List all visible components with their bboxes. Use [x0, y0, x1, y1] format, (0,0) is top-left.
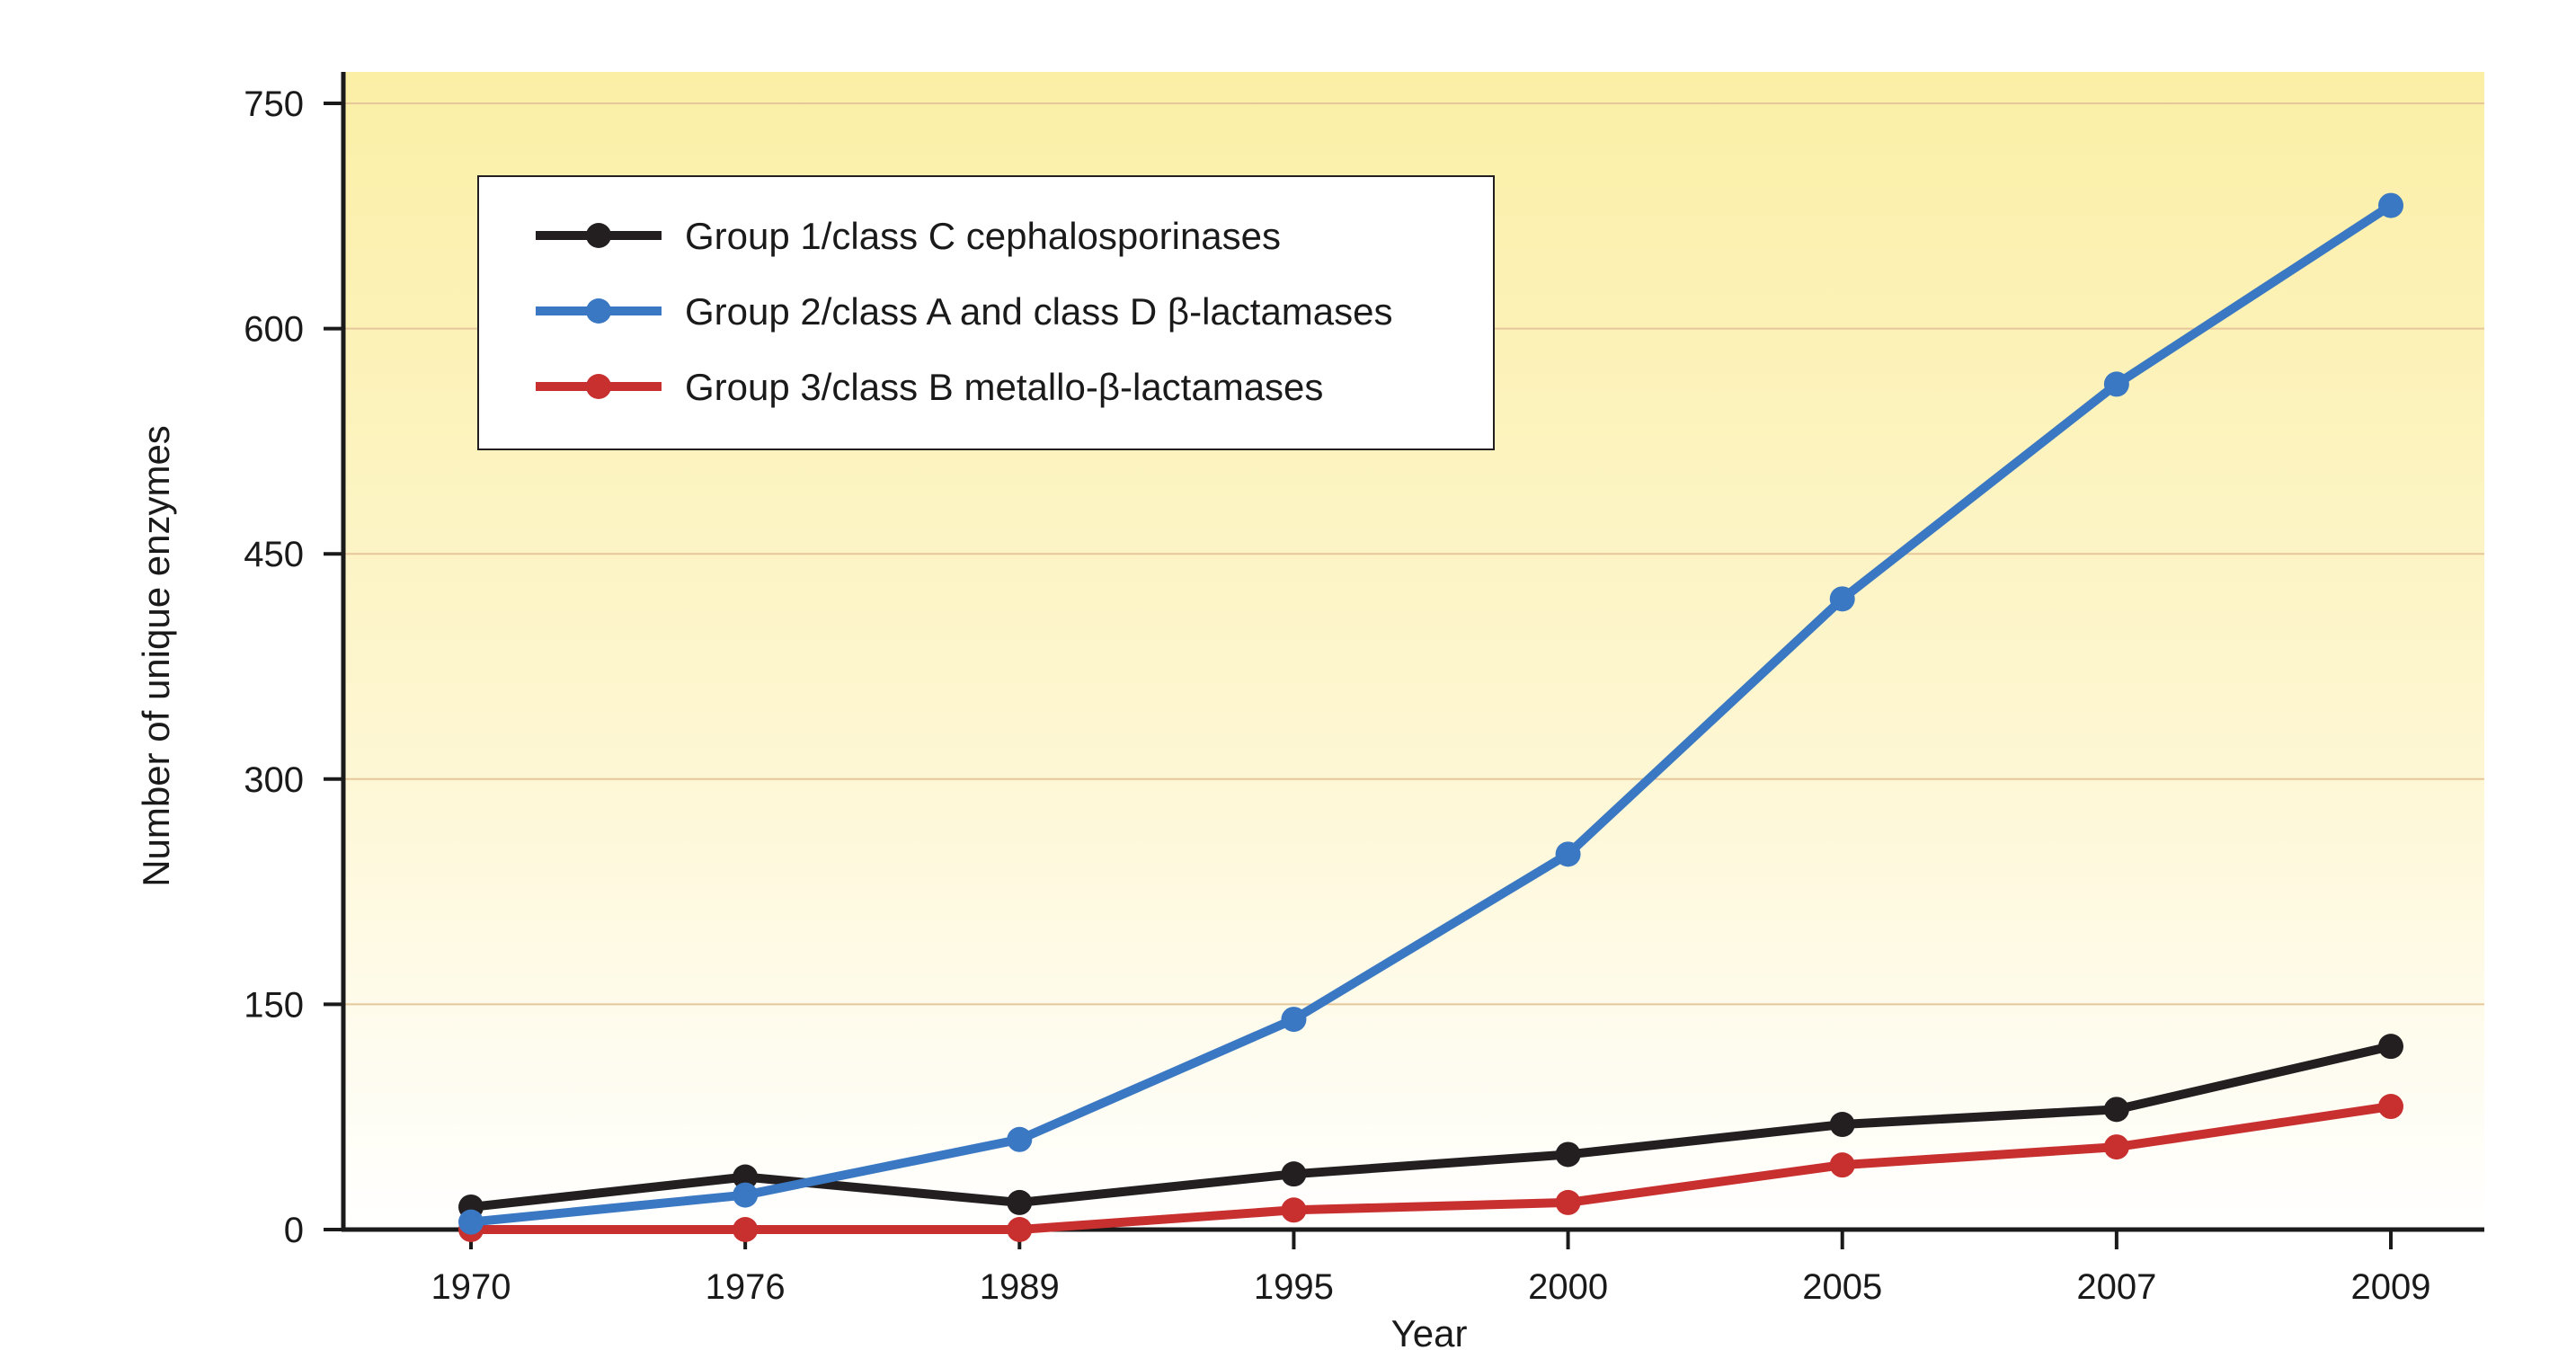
x-ticks: 1970 1976 1989 1995 2000 2005 2007 2009 — [431, 1230, 2431, 1307]
data-point — [1555, 841, 1581, 867]
data-point — [2103, 1134, 2129, 1160]
series-3 — [458, 1094, 2403, 1242]
series-line — [466, 1102, 2395, 1234]
y-tick-label: 150 — [244, 985, 304, 1025]
legend-swatch-marker — [586, 298, 611, 324]
legend-swatch-marker — [586, 223, 611, 248]
y-axis-title: Number of unique enzymes — [135, 425, 177, 887]
data-point — [733, 1182, 759, 1208]
x-tick-label: 2007 — [2076, 1267, 2156, 1307]
data-point — [2378, 1034, 2403, 1060]
legend: Group 1/class C cephalosporinases Group 2… — [477, 175, 1495, 450]
series-layer — [458, 192, 2403, 1242]
data-point — [1281, 1007, 1307, 1033]
data-point — [1007, 1189, 1033, 1215]
legend-item-3: Group 3/class B metallo-β-lactamases — [536, 366, 1323, 408]
legend-item-2: Group 2/class A and class D β-lactamases — [536, 290, 1393, 333]
x-axis-title: Year — [1391, 1312, 1468, 1350]
legend-label: Group 1/class C cephalosporinases — [685, 215, 1281, 257]
data-point — [1829, 1152, 1855, 1178]
legend-label: Group 3/class B metallo-β-lactamases — [685, 366, 1323, 408]
x-tick-label: 1989 — [980, 1267, 1060, 1307]
y-tick-label: 750 — [244, 84, 304, 124]
y-tick-label: 600 — [244, 310, 304, 350]
x-tick-label: 2000 — [1528, 1267, 1608, 1307]
legend-item-1: Group 1/class C cephalosporinases — [536, 215, 1281, 257]
data-point — [1829, 1112, 1855, 1138]
y-tick-label: 300 — [244, 760, 304, 800]
x-tick-label: 1970 — [431, 1267, 511, 1307]
x-tick-label: 1976 — [706, 1267, 786, 1307]
legend-box — [477, 175, 1495, 450]
legend-label: Group 2/class A and class D β-lactamases — [685, 290, 1393, 333]
y-tick-label: 0 — [284, 1211, 304, 1250]
data-point — [2103, 371, 2129, 397]
series-line — [466, 200, 2395, 1227]
data-point — [1829, 586, 1855, 612]
x-tick-label: 2009 — [2351, 1267, 2431, 1307]
data-point — [2103, 1097, 2129, 1123]
data-point — [2378, 1094, 2403, 1120]
data-point — [1007, 1217, 1033, 1242]
x-tick-label: 1995 — [1254, 1267, 1334, 1307]
data-point — [2378, 192, 2403, 218]
data-point — [1281, 1197, 1307, 1223]
data-point — [733, 1164, 759, 1190]
data-point — [1555, 1189, 1581, 1215]
data-point — [458, 1209, 484, 1235]
data-point — [1281, 1161, 1307, 1187]
x-tick-label: 2005 — [1802, 1267, 1882, 1307]
data-point — [1555, 1141, 1581, 1168]
legend-swatch-marker — [586, 374, 611, 399]
y-tick-label: 450 — [244, 535, 304, 574]
series-2 — [458, 192, 2403, 1235]
y-ticks: 0 150 300 450 600 750 — [244, 84, 343, 1250]
data-point — [1007, 1126, 1033, 1152]
data-point — [733, 1217, 759, 1242]
